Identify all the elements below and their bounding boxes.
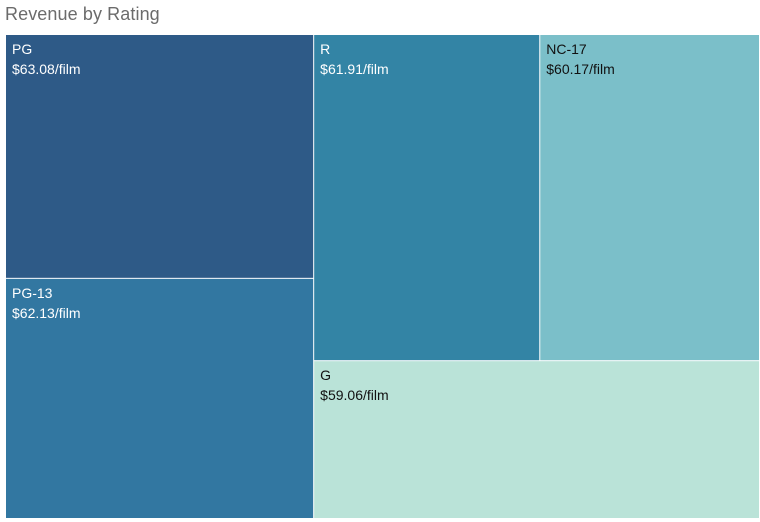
tile-value-g: $59.06/film <box>320 387 388 403</box>
tile-rect-pg[interactable] <box>6 35 314 278</box>
tile-pg[interactable]: PG $63.08/film <box>6 35 314 278</box>
tile-value-nc-17: $60.17/film <box>546 61 614 77</box>
tile-g[interactable]: G $59.06/film <box>314 361 759 518</box>
tile-rect-nc-17[interactable] <box>540 35 759 361</box>
tile-rect-pg-13[interactable] <box>6 278 314 518</box>
tile-name-nc-17: NC-17 <box>546 41 587 57</box>
tile-value-r: $61.91/film <box>320 61 388 77</box>
tile-r[interactable]: R $61.91/film <box>314 35 540 361</box>
tile-pg-13[interactable]: PG-13 $62.13/film <box>6 278 314 518</box>
tile-name-pg: PG <box>12 41 32 57</box>
tile-value-pg: $63.08/film <box>12 61 80 77</box>
tile-name-g: G <box>320 367 331 383</box>
tile-name-pg-13: PG-13 <box>12 285 53 301</box>
tile-nc-17[interactable]: NC-17 $60.17/film <box>540 35 759 361</box>
tile-value-pg-13: $62.13/film <box>12 305 80 321</box>
tile-rect-r[interactable] <box>314 35 540 361</box>
chart-title: Revenue by Rating <box>5 4 160 24</box>
tile-rect-g[interactable] <box>314 361 759 518</box>
tile-name-r: R <box>320 41 330 57</box>
